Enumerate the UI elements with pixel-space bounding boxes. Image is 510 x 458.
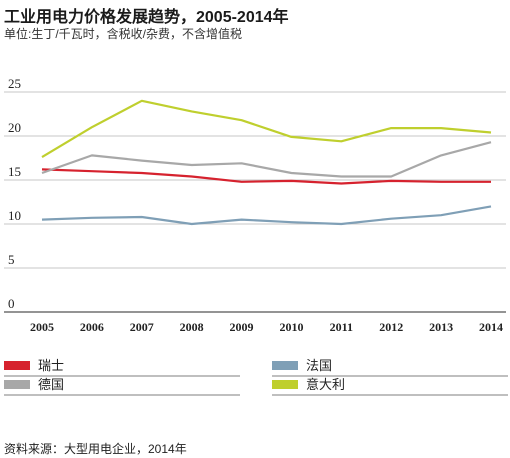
series-line-3	[41, 99, 492, 159]
x-tick-label: 2005	[30, 320, 54, 334]
x-tick-label: 2011	[330, 320, 353, 334]
chart-subtitle: 单位:生丁/千瓦时，含税收/杂费，不含增值税	[4, 27, 243, 41]
x-tick-label: 2006	[80, 320, 104, 334]
y-tick-label: 5	[8, 252, 15, 267]
legend-label: 意大利	[306, 377, 345, 392]
y-tick-label: 0	[8, 296, 15, 311]
legend-swatch	[272, 380, 298, 389]
legend-label: 瑞士	[38, 358, 64, 373]
legend-label: 法国	[306, 358, 332, 373]
legend-label: 德国	[38, 377, 64, 392]
legend-swatch	[4, 361, 30, 370]
x-axis-ticks: 2005 2006 2007 2008 2009 2010 2011 2012 2013 2014	[30, 320, 503, 334]
y-tick-label: 25	[8, 76, 21, 91]
y-tick-label: 15	[8, 164, 21, 179]
series-line-2	[41, 141, 492, 178]
x-tick-label: 2010	[279, 320, 303, 334]
legend-swatch	[272, 361, 298, 370]
grid-lines	[4, 91, 506, 313]
chart-title: 工业用电力价格发展趋势，2005-2014年	[4, 9, 289, 26]
x-tick-label: 2013	[429, 320, 453, 334]
x-tick-label: 2014	[479, 320, 503, 334]
x-tick-label: 2009	[230, 320, 254, 334]
legend-swatch	[4, 380, 30, 389]
y-axis-ticks: 0 5 10 15 20 25	[8, 76, 21, 311]
series-line-1	[41, 205, 492, 226]
source-note: 资料来源：大型用电企业，2014年	[4, 442, 187, 456]
series-lines	[41, 99, 492, 226]
y-tick-label: 20	[8, 120, 21, 135]
x-tick-label: 2008	[180, 320, 204, 334]
series-line-0	[41, 168, 491, 185]
x-tick-label: 2012	[379, 320, 403, 334]
x-tick-label: 2007	[130, 320, 154, 334]
y-tick-label: 10	[8, 208, 21, 223]
